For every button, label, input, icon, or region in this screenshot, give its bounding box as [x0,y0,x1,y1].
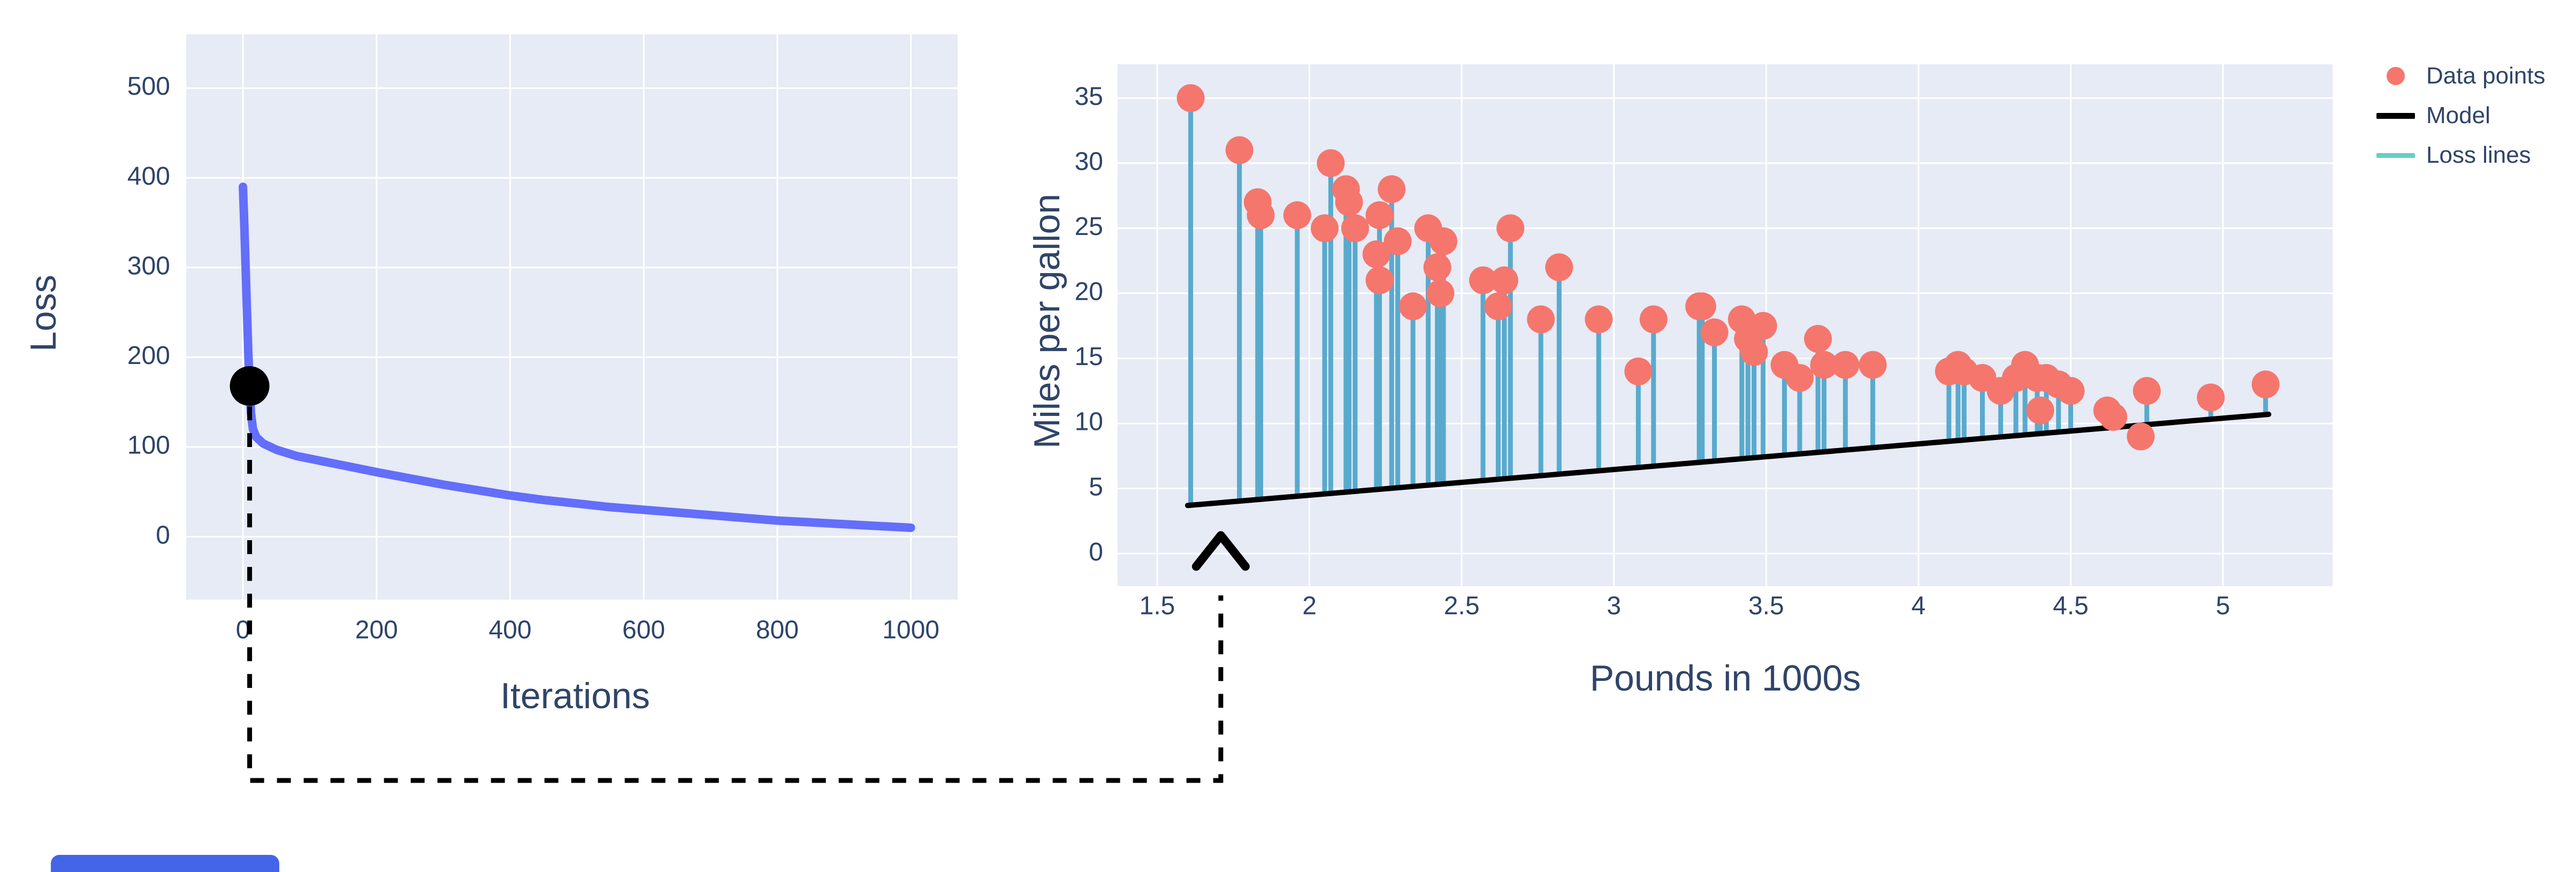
legend-label-loss-lines: Loss lines [2426,142,2531,168]
x-tick-label: 600 [622,616,665,644]
x-tick-label: 4 [1912,592,1926,620]
y-tick-label: 20 [1075,278,1103,306]
data-point [1378,175,1406,203]
data-point [1804,325,1832,353]
data-point [1362,240,1390,268]
data-points-dot-icon [2387,67,2405,85]
current-iteration-marker [230,366,270,406]
data-point [1225,136,1253,164]
data-point [1688,292,1716,321]
data-point [2057,377,2085,405]
y-axis-title: Loss [23,275,64,352]
data-point [2197,383,2225,412]
data-point [1700,318,1729,346]
data-point [1430,227,1458,255]
data-point [2132,377,2161,405]
data-point [2127,422,2155,451]
y-tick-label: 25 [1075,213,1103,241]
y-tick-label: 5 [1089,473,1103,501]
data-point [1527,305,1555,333]
legend-label-model: Model [2426,102,2490,128]
x-axis-title: Iterations [500,676,650,716]
legend-label-data-points: Data points [2426,63,2546,89]
x-tick-label: 1000 [882,616,939,644]
x-tick-label: 2 [1302,592,1317,620]
data-point [1365,201,1394,230]
data-point [1423,253,1451,282]
x-tick-label: 200 [355,616,398,644]
x-tick-label: 2.5 [1444,592,1480,620]
data-point [1399,292,1427,321]
data-point [1176,84,1205,112]
model-line-icon [2376,112,2415,119]
data-point [1311,214,1339,242]
legend-swatch-cell [2373,67,2419,85]
legend-item-loss-lines: Loss lines [2373,142,2546,168]
data-point [2026,396,2054,424]
legend-item-model: Model [2373,102,2546,128]
y-axis-title: Miles per gallon [1027,194,1067,449]
y-tick-label: 0 [1089,538,1103,566]
legend-item-data-points: Data points [2373,63,2546,89]
partial-blue-bar [51,855,279,872]
data-point [1749,312,1777,340]
x-tick-label: 4.5 [2053,592,2089,620]
x-tick-label: 1.5 [1140,592,1175,620]
y-tick-label: 35 [1075,82,1103,111]
data-point [1585,305,1613,333]
y-tick-label: 200 [127,342,170,370]
x-tick-label: 400 [488,616,531,644]
x-tick-label: 800 [756,616,799,644]
data-point [1341,214,1369,242]
legend-swatch-cell [2373,112,2419,119]
loss-lines-line-icon [2376,153,2415,158]
y-tick-label: 500 [127,72,170,101]
data-point [1426,279,1455,307]
data-point [1545,253,1573,282]
x-tick-label: 3.5 [1748,592,1784,620]
data-point [1740,338,1768,366]
arrowhead-up-icon [1191,531,1250,571]
x-tick-label: 5 [2216,592,2230,620]
legend-swatch-cell [2373,153,2419,158]
data-point [1484,292,1512,321]
y-tick-label: 0 [156,521,170,549]
data-point [1785,363,1814,392]
data-point [1283,201,1311,230]
data-point [1317,149,1345,177]
data-point [1383,227,1412,255]
data-point [1639,305,1668,333]
y-tick-label: 15 [1075,343,1103,371]
loss-curve-chart-plot-area [186,34,958,600]
dashed-connector-line [247,406,1224,783]
x-tick-label: 3 [1607,592,1621,620]
x-axis-title: Pounds in 1000s [1590,658,1861,699]
data-point [1365,266,1394,294]
model-line [1184,412,2272,509]
data-point [1496,214,1525,242]
data-point [1469,266,1497,294]
data-point [1859,351,1887,379]
y-tick-label: 100 [127,431,170,460]
data-point [1490,266,1518,294]
data-point [1831,351,1860,379]
data-point [1810,351,1838,379]
y-tick-label: 10 [1075,408,1103,436]
data-point [2251,370,2280,399]
data-point [1247,201,1275,230]
y-tick-label: 300 [127,252,170,280]
data-point [1624,357,1653,385]
data-point [2099,403,2128,431]
data-point [1335,188,1363,216]
y-tick-label: 30 [1075,147,1103,176]
y-tick-label: 400 [127,162,170,191]
chart-legend: Data points Model Loss lines [2373,63,2546,168]
